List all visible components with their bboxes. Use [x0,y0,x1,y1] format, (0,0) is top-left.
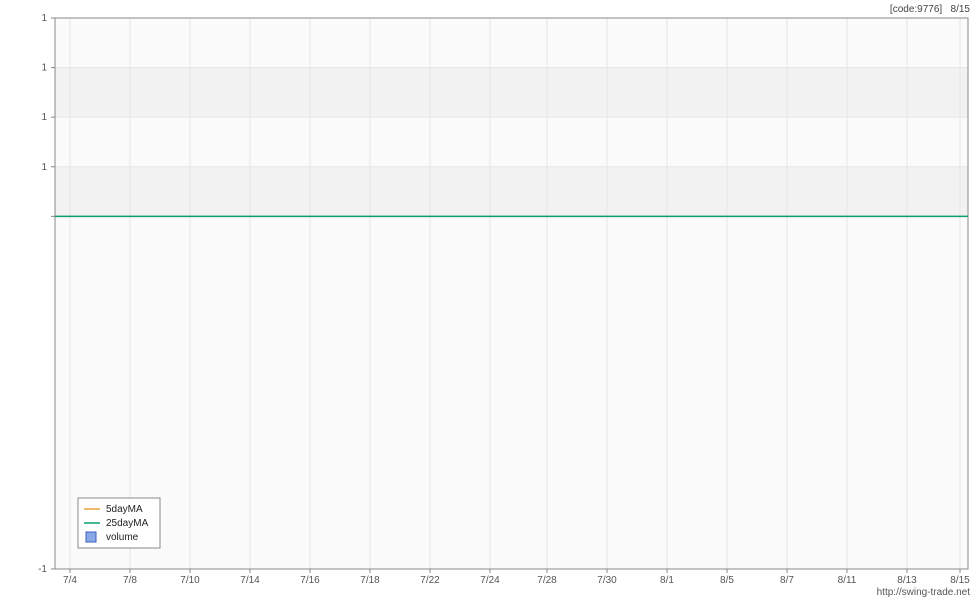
svg-text:8/13: 8/13 [897,575,917,586]
footer-url: http://swing-trade.net [877,587,970,598]
svg-text:1: 1 [41,63,47,74]
svg-text:7/30: 7/30 [597,575,617,586]
svg-text:7/4: 7/4 [63,575,77,586]
svg-text:8/7: 8/7 [780,575,794,586]
svg-text:8/15: 8/15 [950,575,970,586]
svg-text:7/28: 7/28 [537,575,557,586]
svg-text:25dayMA: 25dayMA [106,518,149,529]
svg-text:8/5: 8/5 [720,575,734,586]
chart-svg: 7/4 7/8 7/10 7/14 7/16 7/18 7/22 7/24 7/28 7/30 8/… [0,0,980,600]
svg-text:1: 1 [41,112,47,123]
svg-text:7/14: 7/14 [240,575,260,586]
svg-text:5dayMA: 5dayMA [106,504,143,515]
svg-text:-1: -1 [38,564,47,575]
svg-text:7/18: 7/18 [360,575,380,586]
svg-text:7/16: 7/16 [300,575,320,586]
svg-text:1: 1 [41,162,47,173]
svg-text:7/8: 7/8 [123,575,137,586]
svg-text:7/22: 7/22 [420,575,440,586]
svg-text:1: 1 [41,13,47,24]
stock-chart: 7/4 7/8 7/10 7/14 7/16 7/18 7/22 7/24 7/28 7/30 8/… [0,0,980,600]
svg-text:7/10: 7/10 [180,575,200,586]
footer-url-text: http://swing-trade.net [877,587,970,598]
svg-text:8/11: 8/11 [838,575,857,586]
svg-text:7/24: 7/24 [480,575,500,586]
svg-text:volume: volume [106,532,139,543]
svg-text:8/1: 8/1 [660,575,674,586]
